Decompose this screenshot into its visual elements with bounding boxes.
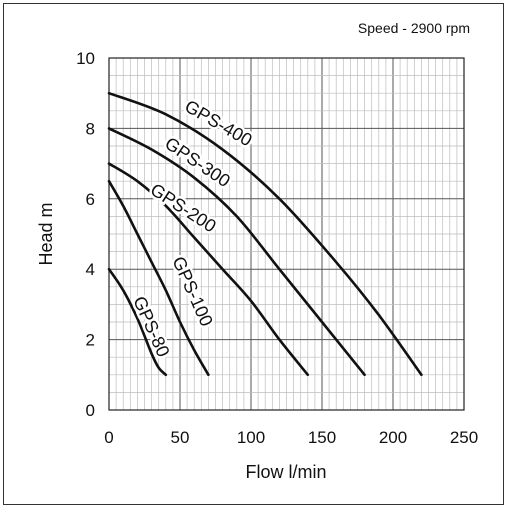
series-line-gps-300 xyxy=(107,127,366,377)
y-tick-label: 4 xyxy=(86,260,95,279)
series-line-gps-80 xyxy=(107,267,168,377)
grid xyxy=(108,57,465,411)
series-line-gps-200 xyxy=(107,162,310,377)
chart-subtitle: Speed - 2900 rpm xyxy=(357,20,470,36)
series-line-gps-100 xyxy=(107,179,210,377)
plot-border xyxy=(108,57,465,411)
series-lines xyxy=(107,91,423,377)
y-tick-label: 6 xyxy=(86,190,95,209)
chart-frame xyxy=(3,3,504,505)
axes: 0 50 100 150 200 250 0 2 4 6 8 10 xyxy=(76,49,478,447)
y-tick-label: 10 xyxy=(76,49,95,68)
series-label-gps-80: GPS-80 xyxy=(129,293,173,360)
x-tick-label: 50 xyxy=(171,428,190,447)
y-tick-label: 0 xyxy=(86,401,95,420)
series-label-gps-400: GPS-400 xyxy=(181,96,255,150)
series-label-gps-200: GPS-200 xyxy=(147,179,220,236)
x-tick-label: 100 xyxy=(237,428,265,447)
x-tick-label: 250 xyxy=(450,428,478,447)
series-line-gps-400 xyxy=(107,91,423,377)
y-tick-label: 8 xyxy=(86,119,95,138)
y-axis-title: Head m xyxy=(36,202,56,265)
series-label-gps-100: GPS-100 xyxy=(168,254,216,330)
x-axis-title: Flow l/min xyxy=(245,462,326,482)
y-tick-label: 2 xyxy=(86,331,95,350)
x-tick-label: 150 xyxy=(308,428,336,447)
x-tick-label: 200 xyxy=(379,428,407,447)
x-tick-label: 0 xyxy=(104,428,113,447)
